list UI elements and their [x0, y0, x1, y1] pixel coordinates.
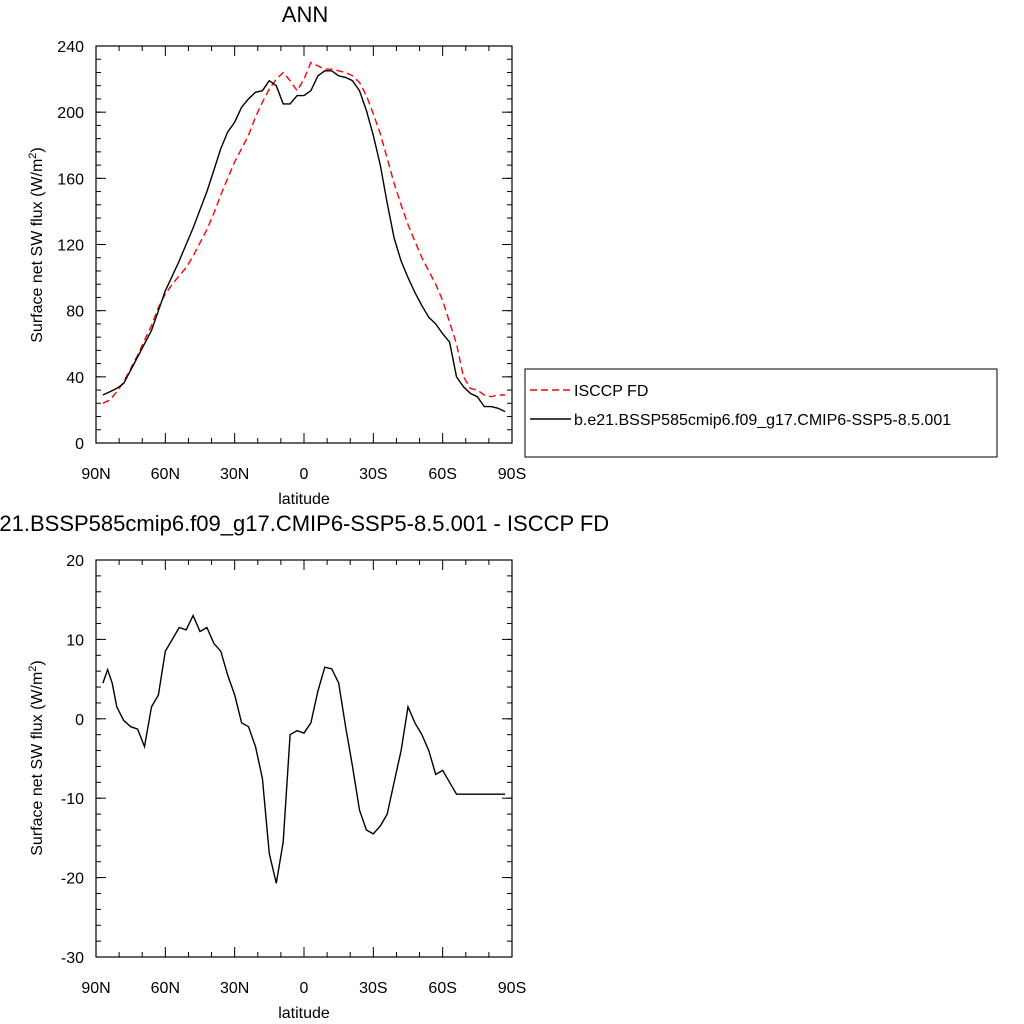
series-lines — [102, 613, 506, 884]
series-line-difference — [102, 613, 506, 884]
x-tick-label: 30N — [220, 466, 249, 483]
y-axis-label-sup: 2 — [27, 666, 39, 672]
y-tick-label: 80 — [66, 304, 84, 321]
x-axis-label: latitude — [278, 1005, 330, 1022]
x-axis-label: latitude — [278, 491, 330, 508]
x-tick-label: 90N — [81, 980, 110, 997]
y-axis-label: Surface net SW flux (W/m2) — [27, 147, 46, 343]
y-ticks: -30 -20 -10 0 10 20 — [61, 553, 512, 967]
x-tick-label: 90S — [498, 980, 526, 997]
y-tick-label: 20 — [66, 553, 84, 570]
x-tick-label: 60S — [428, 466, 456, 483]
x-tick-label: 30N — [220, 980, 249, 997]
chart-title: b.e21.BSSP585cmip6.f09_g17.CMIP6-SSP5-8.… — [0, 511, 609, 536]
y-tick-label: 10 — [66, 632, 84, 649]
x-tick-label: 30S — [359, 980, 387, 997]
plot-frame — [95, 45, 513, 444]
y-ticks: 0 40 80 120 160 200 240 — [57, 39, 512, 453]
plot-frame — [95, 559, 513, 958]
legend-label-isccp: ISCCP FD — [574, 383, 648, 400]
series-lines — [102, 61, 506, 413]
y-tick-label: 160 — [57, 171, 84, 188]
series-line-b-e21-bssp585cmip6-f09-g17-cmip6-ssp5-8-5-001 — [102, 70, 506, 413]
x-tick-label: 60N — [151, 466, 180, 483]
top-panel: ANN 90N 60N 30N 0 30S 60S 90S 0 40 80 120 160 200 24… — [27, 2, 526, 508]
y-tick-label: 240 — [57, 39, 84, 56]
y-axis-label-main: Surface net SW flux (W/m — [29, 159, 46, 343]
x-tick-label: 60N — [151, 980, 180, 997]
y-tick-label: 0 — [75, 712, 84, 729]
x-tick-label: 90S — [498, 466, 526, 483]
x-ticks: 90N 60N 30N 0 30S 60S 90S — [81, 560, 526, 997]
y-axis-label-main: Surface net SW flux (W/m — [29, 672, 46, 856]
y-axis-label-close: ) — [29, 660, 46, 665]
x-tick-label: 30S — [359, 466, 387, 483]
x-tick-label: 90N — [81, 466, 110, 483]
x-tick-label: 0 — [300, 980, 309, 997]
y-tick-label: 40 — [66, 370, 84, 387]
chart-title: ANN — [282, 2, 328, 27]
y-tick-label: -30 — [61, 950, 84, 967]
x-ticks: 90N 60N 30N 0 30S 60S 90S — [81, 46, 526, 483]
y-tick-label: -20 — [61, 871, 84, 888]
y-axis-label: Surface net SW flux (W/m2) — [27, 660, 46, 856]
bottom-panel: b.e21.BSSP585cmip6.f09_g17.CMIP6-SSP5-8.… — [0, 511, 609, 1022]
y-axis-label-sup: 2 — [27, 153, 39, 159]
legend: ISCCP FD b.e21.BSSP585cmip6.f09_g17.CMIP… — [524, 368, 998, 458]
x-tick-label: 0 — [300, 466, 309, 483]
x-tick-label: 60S — [428, 980, 456, 997]
y-tick-label: 200 — [57, 105, 84, 122]
y-axis-label-close: ) — [29, 147, 46, 152]
legend-box — [524, 368, 998, 458]
series-line-isccp-fd — [102, 61, 506, 404]
legend-label-model: b.e21.BSSP585cmip6.f09_g17.CMIP6-SSP5-8.… — [574, 412, 951, 429]
y-tick-label: 0 — [75, 436, 84, 453]
y-tick-label: 120 — [57, 238, 84, 255]
y-tick-label: -10 — [61, 791, 84, 808]
